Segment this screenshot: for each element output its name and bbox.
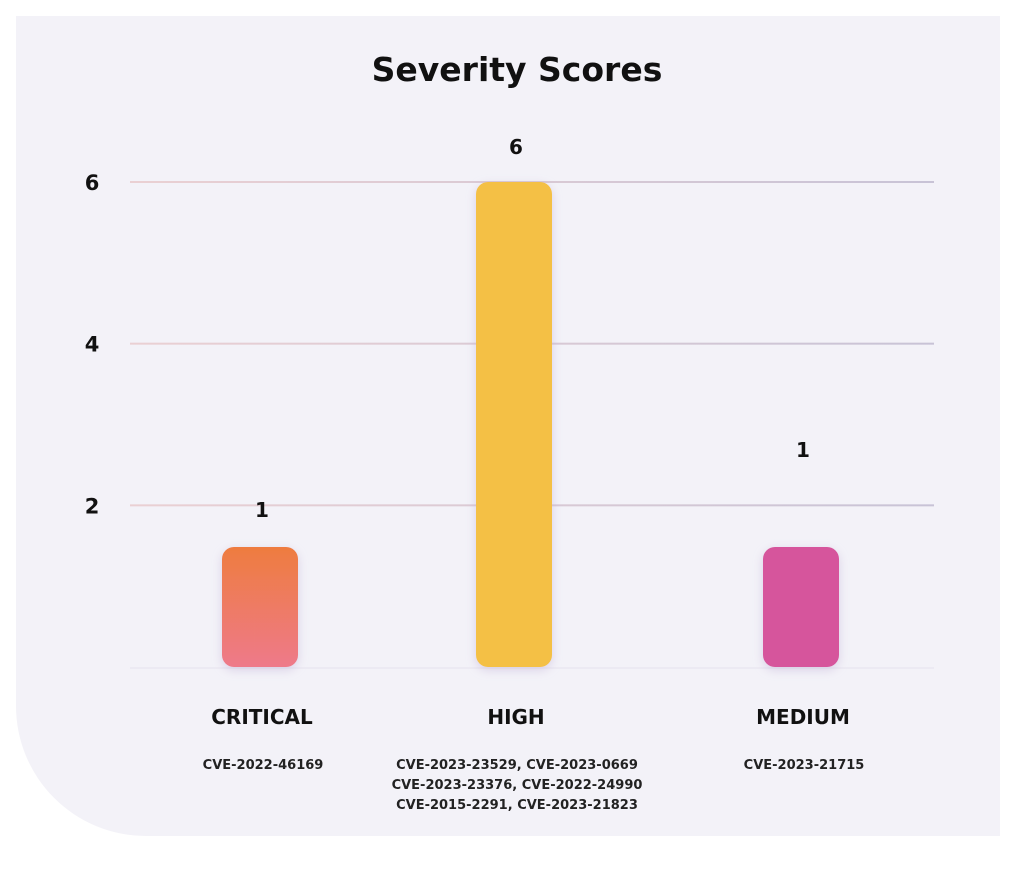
category-label-high: HIGH (487, 705, 544, 729)
cve-list-critical-line-1: CVE-2022-46169 (203, 758, 324, 773)
category-label-critical: CRITICAL (211, 705, 313, 729)
cve-list-medium-line-1: CVE-2023-21715 (744, 758, 865, 773)
y-tick-label-6: 6 (85, 171, 100, 195)
y-tick-label-2: 2 (85, 494, 100, 518)
bar-medium (763, 547, 839, 667)
y-tick-label-4: 4 (85, 333, 100, 357)
bars (222, 182, 839, 667)
chart-title: Severity Scores (372, 50, 663, 89)
value-label-medium: 1 (796, 438, 810, 462)
cve-list-high-line-1: CVE-2023-23529, CVE-2023-0669 (396, 758, 638, 773)
cve-list-high-line-2: CVE-2023-23376, CVE-2022-24990 (392, 778, 643, 793)
cve-list-high-line-3: CVE-2015-2291, CVE-2023-21823 (396, 798, 638, 813)
value-label-critical: 1 (255, 498, 269, 522)
value-label-high: 6 (509, 135, 523, 159)
y-axis-ticks: 2 4 6 (85, 171, 100, 518)
bar-high (476, 182, 552, 667)
category-label-medium: MEDIUM (756, 705, 850, 729)
bar-labels: 1 6 1 CRITICAL CVE-2022-46169 HIGH CVE-2023-23… (203, 135, 865, 813)
bar-critical (222, 547, 298, 667)
